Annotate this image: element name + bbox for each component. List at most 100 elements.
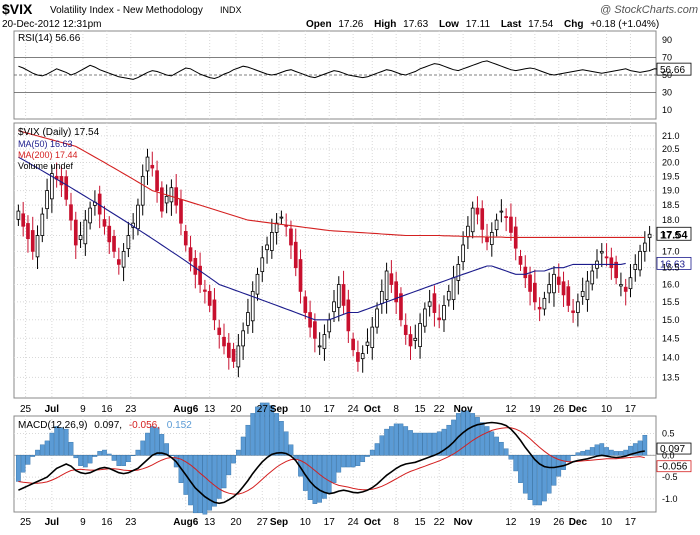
x-tick-label: Dec <box>569 404 588 415</box>
macd-hist-bar <box>82 455 88 468</box>
volume-legend: Volume undef <box>18 161 74 171</box>
price-tick-label: 15.0 <box>662 315 680 325</box>
macd-hist-bar <box>527 455 533 500</box>
macd-hist-bar <box>274 413 279 456</box>
x-tick-label: Sep <box>270 404 288 415</box>
candle-body <box>638 250 642 271</box>
candle-body <box>236 345 241 368</box>
macd-hist-bar <box>594 444 600 456</box>
x-tick-label: 8 <box>393 517 399 528</box>
candle-body <box>499 210 504 213</box>
candle-body <box>126 235 131 250</box>
macd-hist-bar <box>111 455 117 461</box>
candle-body <box>313 321 317 339</box>
x-tick-label: 25 <box>20 404 32 415</box>
macd-hist-bar <box>312 455 318 504</box>
macd-hist-bar <box>609 449 614 456</box>
x-tick-label: 13 <box>204 517 216 528</box>
macd-hist-bar <box>384 428 389 456</box>
macd-tick-label: -0.5 <box>662 472 678 482</box>
candle-body <box>413 337 418 341</box>
macd-hist-bar <box>192 455 198 514</box>
macd-hist-bar <box>604 447 609 456</box>
macd-hist-bar <box>427 432 432 456</box>
exchange: INDX <box>220 5 242 15</box>
open-label: Open <box>306 19 332 30</box>
price-legend: $VIX (Daily) 17.54 <box>18 127 100 138</box>
candle-body <box>222 336 226 347</box>
candle-body <box>83 219 88 245</box>
macd-hist-bar <box>68 441 74 456</box>
macd-hist-bar <box>188 455 193 506</box>
x-tick-label: 17 <box>625 517 637 528</box>
candle-body <box>485 237 489 243</box>
price-tick-label: 16.0 <box>662 280 680 290</box>
x-tick-label: 17 <box>625 404 637 415</box>
macd-hist-bar <box>585 449 590 456</box>
price-tick-label: 15.5 <box>662 297 680 307</box>
macd-hist-bar <box>513 455 519 472</box>
candle-body <box>293 241 298 269</box>
macd-hist-bar <box>355 455 361 466</box>
macd-hist-bar <box>613 451 619 456</box>
macd-hist-bar <box>216 455 222 499</box>
candle-body <box>16 210 21 220</box>
macd-legend-macd: 0.097, <box>94 420 122 431</box>
x-tick-label: 17 <box>324 404 336 415</box>
price-tick-label: 19.5 <box>662 171 680 181</box>
macd-hist-bar <box>542 455 547 502</box>
x-tick-label: Jul <box>45 517 60 528</box>
x-tick-label: 22 <box>434 404 446 415</box>
x-tick-label: 27 <box>257 404 269 415</box>
candle-body <box>599 250 604 254</box>
candle-body <box>140 175 145 206</box>
candle-body <box>274 222 279 233</box>
x-tick-label: 16 <box>101 404 113 415</box>
candle-body <box>633 263 638 270</box>
candle-body <box>470 207 475 233</box>
macd-hist-bar <box>197 455 203 514</box>
candle-body <box>203 289 207 292</box>
macd-hist-bar <box>116 455 122 466</box>
candle-body <box>370 326 375 348</box>
candle-body <box>30 230 35 252</box>
macd-hist-bar <box>628 445 633 456</box>
macd-hist-bar <box>412 432 418 456</box>
candle-body <box>451 277 456 301</box>
candle-body <box>50 173 54 200</box>
macd-hist-bar <box>63 428 69 456</box>
chg-label: Chg <box>564 19 583 30</box>
macd-hist-bar <box>159 434 165 456</box>
price-tick-label: 16.5 <box>662 263 680 273</box>
rsi-legend: RSI(14) 56.66 <box>18 33 81 44</box>
candle-body <box>73 219 78 246</box>
candle-body <box>403 324 408 335</box>
candle-body <box>647 233 652 239</box>
last-value: 17.54 <box>528 19 553 30</box>
candle-body <box>45 190 49 210</box>
candle-body <box>78 235 83 240</box>
price-tick-label: 20.5 <box>662 144 680 154</box>
price-tick-label: 20.0 <box>662 158 680 168</box>
signal-last-box <box>656 460 692 473</box>
rsi-tick-label: 30 <box>662 88 672 98</box>
candle-body <box>231 348 236 362</box>
macd-hist-bar <box>465 410 471 456</box>
x-tick-label: Oct <box>364 517 381 528</box>
last-price-box <box>656 226 692 241</box>
candle-body <box>308 312 312 328</box>
candle-body <box>614 261 618 279</box>
x-tick-label: 10 <box>300 517 312 528</box>
candle-body <box>408 334 413 347</box>
candle-body <box>628 277 633 290</box>
candle-body <box>360 353 365 360</box>
macd-hist-bar <box>408 430 413 456</box>
candle-body <box>136 204 140 230</box>
candle-body <box>69 204 73 221</box>
candle-body <box>576 301 580 313</box>
rsi-last-label: 56.66 <box>660 65 685 76</box>
macd-hist-bar <box>212 455 217 507</box>
candle-body <box>198 265 202 285</box>
candle-body <box>332 301 336 313</box>
macd-hist-bar <box>623 449 629 456</box>
